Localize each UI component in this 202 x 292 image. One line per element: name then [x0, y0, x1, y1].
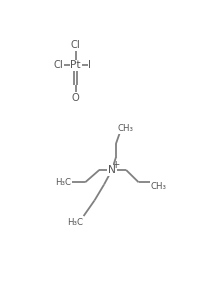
Text: O: O — [72, 93, 79, 103]
Text: N: N — [107, 165, 115, 175]
Text: H₃C: H₃C — [67, 218, 83, 227]
Text: Pt: Pt — [70, 60, 81, 70]
Text: +: + — [112, 160, 120, 170]
Text: I: I — [88, 60, 91, 70]
Text: Cl: Cl — [54, 60, 63, 70]
Text: Cl: Cl — [70, 40, 80, 50]
Text: CH₃: CH₃ — [117, 124, 133, 133]
Text: CH₃: CH₃ — [149, 182, 165, 191]
Text: H₃C: H₃C — [55, 178, 71, 187]
